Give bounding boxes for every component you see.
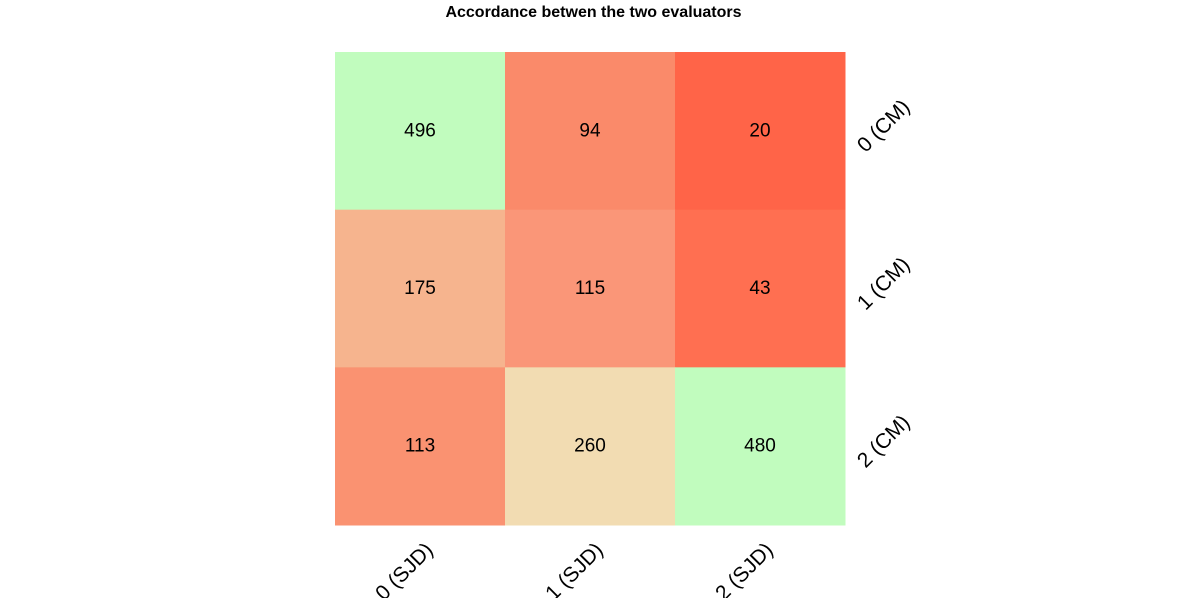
heatmap-cell [505,209,676,368]
heatmap-cell [335,52,506,211]
heatmap-cell [335,209,506,368]
chart-title: Accordance betwen the two evaluators [445,4,742,21]
x-tick-label: 1 (SJD) [541,538,608,598]
cell-value-label: 260 [574,436,606,457]
heatmap-cell [675,209,846,368]
x-tick-label: 0 (SJD) [371,538,438,598]
heatmap-cell [675,52,846,211]
cell-value-label: 496 [404,120,436,141]
y-tick-label: 1 (CM) [853,253,915,315]
heatmap-cell [505,52,676,211]
heatmap-cell [505,367,676,526]
cell-value-label: 20 [749,120,770,141]
cell-value-label: 94 [579,120,601,141]
heatmap-cell [675,367,846,526]
heatmap-cell [335,367,506,526]
x-tick-label: 2 (SJD) [711,538,778,598]
y-tick-label: 0 (CM) [853,95,915,157]
y-tick-label: 2 (CM) [853,411,915,473]
cell-value-label: 43 [749,278,770,299]
cell-value-label: 480 [744,436,776,457]
cell-value-label: 115 [575,278,605,299]
cell-value-label: 175 [404,278,436,299]
cell-value-label: 113 [405,436,435,457]
